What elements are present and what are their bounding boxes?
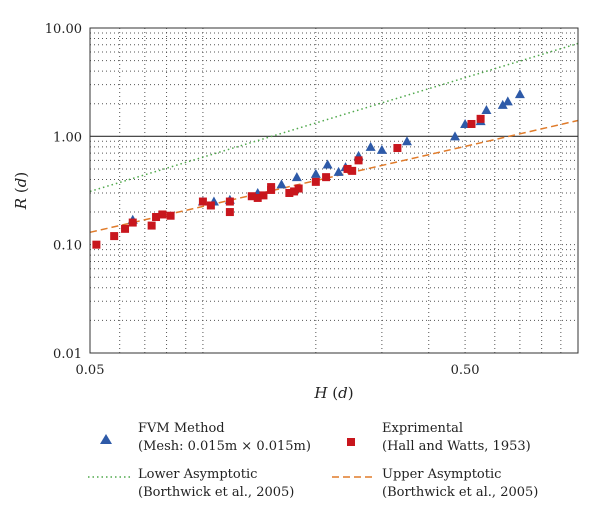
experimental-point <box>294 184 303 193</box>
fvm-point <box>310 168 321 178</box>
y-tick-label: 1.00 <box>53 130 82 145</box>
fvm-point <box>376 144 387 154</box>
legend-item-upper-asymptotic: Upper Asymptotic (Borthwick et al., 2005… <box>330 466 538 502</box>
fvm-point <box>514 89 525 99</box>
experimental-point <box>290 187 299 196</box>
legend-upper-line1: Upper Asymptotic <box>382 467 502 482</box>
experimental-point <box>393 144 402 153</box>
experimental-point <box>322 173 331 182</box>
experimental-point <box>198 197 207 206</box>
experimental-point <box>121 224 130 233</box>
x-tick-label: 0.50 <box>451 363 480 378</box>
fvm-point <box>497 99 508 109</box>
fvm-point <box>401 136 412 146</box>
experimental-point <box>166 211 175 220</box>
legend-experimental-line1: Exprimental <box>382 421 464 436</box>
plot-frame <box>89 27 579 354</box>
legend-fvm-line1: FVM Method <box>138 421 225 436</box>
experimental-point <box>225 208 234 217</box>
experimental-point <box>343 164 352 173</box>
experimental-point <box>311 177 320 186</box>
fvm-point <box>450 131 461 141</box>
legend-fvm-line2: (Mesh: 0.015m × 0.015m) <box>138 439 311 454</box>
legend: FVM Method (Mesh: 0.015m × 0.015m) Expri… <box>0 414 600 526</box>
experimental-point <box>128 218 137 227</box>
x-tick-label: 0.05 <box>76 363 105 378</box>
experimental-point <box>285 188 294 197</box>
fvm-point <box>322 159 333 169</box>
experimental-point <box>147 221 156 230</box>
fvm-point <box>276 179 287 189</box>
fvm-point <box>333 166 344 176</box>
experimental-point <box>247 192 256 201</box>
y-axis-label: R (d) <box>12 172 30 210</box>
legend-item-fvm: FVM Method (Mesh: 0.015m × 0.015m) <box>86 420 311 456</box>
legend-upper-line2: (Borthwick et al., 2005) <box>382 485 539 500</box>
fvm-point <box>481 105 492 115</box>
experimental-point <box>267 183 276 192</box>
data-points <box>92 89 525 249</box>
fvm-point <box>502 96 513 106</box>
legend-square-marker <box>330 420 382 456</box>
legend-triangle-marker <box>86 420 138 456</box>
asymptote-lines <box>89 42 579 234</box>
experimental-point <box>354 156 363 165</box>
experimental-point <box>206 201 215 210</box>
fvm-point <box>291 172 302 182</box>
legend-experimental-line2: (Hall and Watts, 1953) <box>382 439 531 454</box>
fvm-point <box>365 141 376 151</box>
experimental-point <box>476 114 485 123</box>
legend-item-experimental: Exprimental (Hall and Watts, 1953) <box>330 420 531 456</box>
legend-dotted-line <box>86 466 138 502</box>
x-axis-label: H (d) <box>313 384 353 402</box>
experimental-point <box>253 193 262 202</box>
experimental-point <box>152 213 161 222</box>
experimental-point <box>158 210 167 219</box>
legend-item-lower-asymptotic: Lower Asymptotic (Borthwick et al., 2005… <box>86 466 294 502</box>
legend-lower-line1: Lower Asymptotic <box>138 467 258 482</box>
legend-lower-line2: (Borthwick et al., 2005) <box>138 485 295 500</box>
chart: 10.00 1.00 0.10 0.010.05 0.50 H (d) R (d) <box>12 22 579 402</box>
y-tick-label: 0.01 <box>53 347 82 362</box>
y-tick-label: 0.10 <box>53 239 82 254</box>
experimental-point <box>110 232 119 241</box>
legend-dashed-line <box>330 466 382 502</box>
experimental-point <box>348 166 357 175</box>
grid <box>90 28 579 353</box>
y-tick-label: 10.00 <box>45 22 82 37</box>
experimental-point <box>92 240 101 249</box>
tick-labels: 10.00 1.00 0.10 0.010.05 0.50 <box>45 22 480 378</box>
experimental-point <box>225 197 234 206</box>
experimental-point <box>467 119 476 128</box>
experimental-point <box>259 191 268 200</box>
